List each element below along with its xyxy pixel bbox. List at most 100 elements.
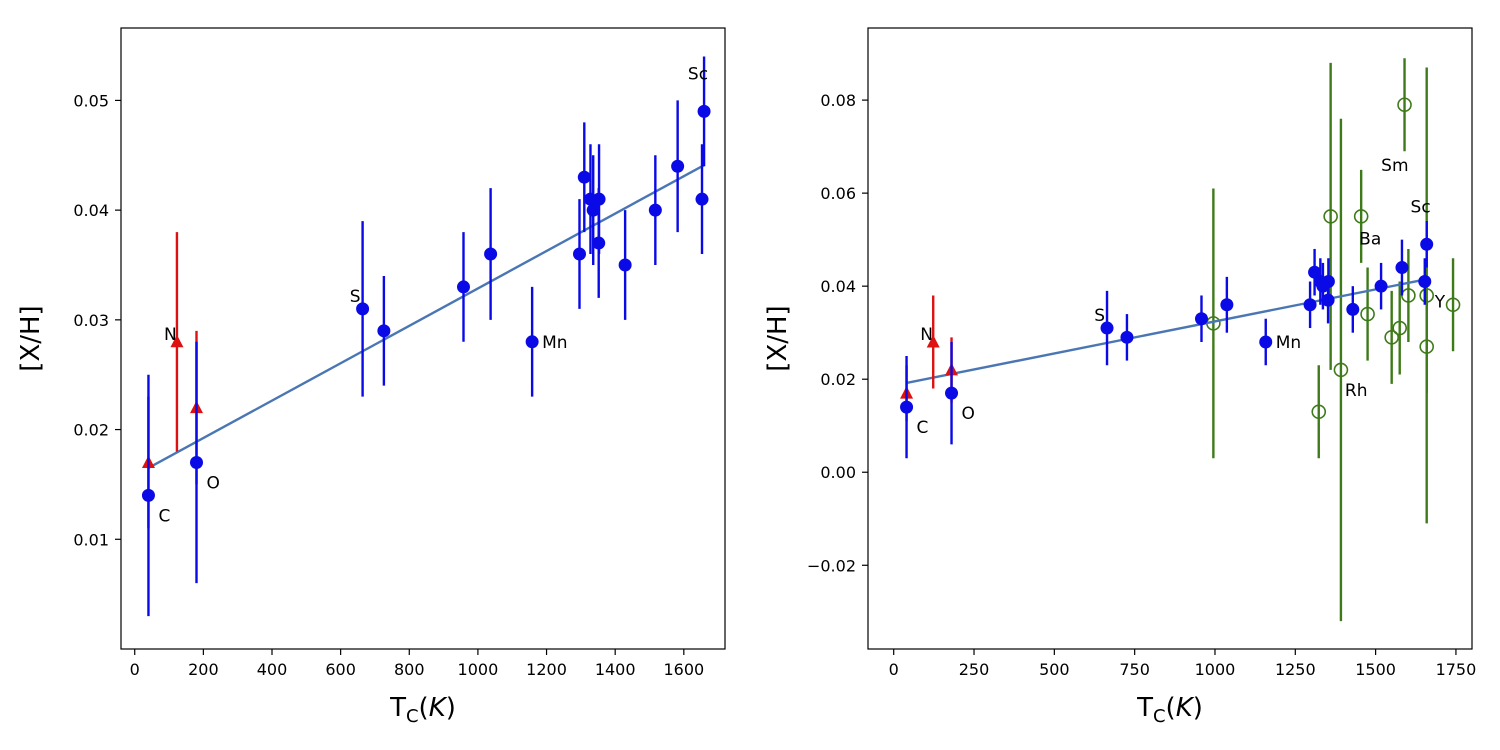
elements-point (697, 104, 711, 118)
x-tick-label: 1600 (663, 660, 704, 679)
neutron-capture-point (1311, 404, 1327, 420)
elements-point (1395, 261, 1409, 275)
elements-point (1321, 275, 1335, 289)
neutron-capture-point (1419, 339, 1434, 354)
x-tick-label: 800 (394, 660, 425, 679)
elements-point (695, 192, 709, 206)
y-tick-label: −0.02 (807, 556, 856, 575)
neutron-capture-point (1392, 320, 1408, 336)
elements-point (592, 192, 606, 206)
elements-point (1346, 302, 1360, 316)
left-panel: 0 200 400 600 800 1000 1200 1400 1600 0.01 0.02 0.0… (16, 27, 726, 727)
y-axis-label: [X/H] (763, 305, 793, 371)
y-tick-label: 0.08 (820, 91, 856, 110)
neutron-capture-point (1397, 97, 1412, 113)
annotation-label: N (920, 325, 933, 345)
annotation-label: Sc (1411, 197, 1431, 217)
x-tick-label: 0 (130, 660, 140, 679)
annotation-label: Sc (688, 64, 708, 84)
x-tick-label: 200 (188, 660, 219, 679)
plot-area (141, 56, 711, 617)
y-tick-label: 0.06 (820, 184, 856, 203)
annotation-label: S (350, 287, 361, 307)
neutron-capture-point (1360, 306, 1375, 322)
volatile-point (926, 334, 940, 348)
elements-point (945, 386, 959, 400)
elements-point (377, 324, 391, 338)
fit-line (147, 164, 705, 470)
elements-point (1220, 298, 1234, 312)
y-axis-label: [X/H] (16, 305, 46, 371)
neutron-capture-point (1323, 209, 1338, 224)
annotation-label: Mn (1276, 333, 1301, 353)
x-tick-label: 500 (1039, 660, 1070, 679)
elements-point (1194, 312, 1208, 326)
y-tick-label: 0.03 (73, 311, 109, 330)
x-tick-label: 250 (959, 660, 990, 679)
elements-point (525, 335, 539, 349)
annotation-label: C (158, 506, 170, 526)
annotation-label: O (207, 473, 220, 493)
neutron-capture-point (1384, 330, 1399, 345)
annotation-label: Y (1434, 292, 1446, 312)
elements-point (572, 247, 586, 261)
x-tick-label: 0 (889, 660, 899, 679)
right-panel: 0 250 500 750 1000 1250 1500 1750 −0.02 0.00 0.02 0… (763, 27, 1477, 727)
annotation-label: O (962, 404, 975, 424)
elements-point (1374, 279, 1388, 293)
elements-point (1308, 265, 1322, 279)
y-tick-label: 0.05 (73, 91, 109, 110)
annotation-label: Rh (1345, 381, 1368, 401)
plot-frame (120, 27, 726, 650)
x-tick-label: 1200 (526, 660, 567, 679)
plot-frame (867, 27, 1473, 650)
annotation-label: S (1094, 306, 1105, 326)
elements-point (456, 280, 470, 294)
neutron-capture-point (1445, 297, 1461, 313)
annotation-label: Ba (1359, 229, 1381, 249)
y-tick-label: 0.00 (820, 463, 856, 482)
elements-point (577, 170, 591, 184)
plot-area (900, 58, 1461, 622)
elements-point (618, 258, 632, 272)
elements-point (1418, 275, 1432, 289)
x-tick-label: 1500 (1355, 660, 1396, 679)
elements-point (1100, 321, 1114, 335)
x-axis-label: TC(K) (1136, 693, 1203, 727)
y-tick-label: 0.02 (73, 421, 109, 440)
elements-point (586, 203, 600, 217)
elements-point (900, 400, 914, 414)
elements-point (1259, 335, 1273, 349)
x-tick-label: 1750 (1436, 660, 1477, 679)
x-tick-label: 750 (1119, 660, 1150, 679)
x-tick-label: 1400 (595, 660, 636, 679)
elements-point (1303, 298, 1317, 312)
elements-point (356, 302, 370, 316)
elements-point (1420, 237, 1434, 251)
y-tick-label: 0.01 (73, 530, 109, 549)
x-tick-label: 1250 (1275, 660, 1316, 679)
annotation-label: N (164, 325, 177, 345)
fit-line (906, 278, 1427, 385)
elements-point (190, 455, 203, 469)
x-tick-label: 1000 (458, 660, 499, 679)
elements-point (648, 203, 662, 217)
x-tick-label: 600 (325, 660, 356, 679)
x-tick-label: 400 (257, 660, 288, 679)
x-tick-label: 1000 (1195, 660, 1236, 679)
x-axis-label: TC(K) (389, 693, 456, 727)
neutron-capture-point (1333, 362, 1349, 378)
volatile-point (170, 334, 184, 348)
y-tick-label: 0.02 (820, 370, 856, 389)
elements-point (671, 159, 685, 173)
annotation-label: Sm (1381, 156, 1408, 176)
annotation-label: Mn (542, 333, 567, 353)
y-tick-label: 0.04 (73, 201, 109, 220)
neutron-capture-point (1353, 209, 1369, 224)
elements-point (1120, 330, 1134, 344)
annotation-label: C (917, 418, 929, 438)
elements-point (484, 247, 498, 261)
elements-point (141, 488, 155, 502)
y-tick-label: 0.04 (820, 277, 856, 296)
